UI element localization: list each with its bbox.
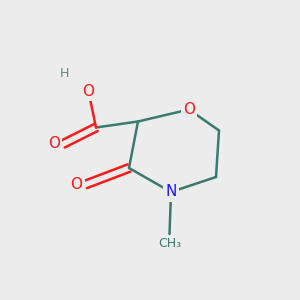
Text: O: O (70, 177, 83, 192)
Text: H: H (60, 67, 69, 80)
Text: N: N (165, 184, 177, 200)
Text: O: O (48, 136, 60, 152)
Text: O: O (183, 102, 195, 117)
Text: CH₃: CH₃ (158, 237, 181, 250)
Text: O: O (82, 84, 94, 99)
